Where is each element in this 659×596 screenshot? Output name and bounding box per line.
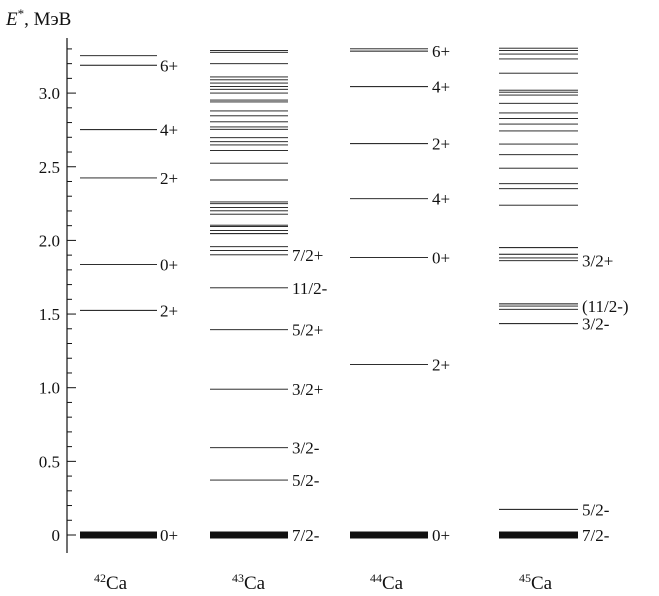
y-tick-label: 0.5	[39, 452, 60, 471]
level-spin-label: 3/2-	[582, 315, 610, 334]
level-spin-label: 11/2-	[292, 279, 328, 298]
isotope-element: Ca	[382, 573, 404, 594]
level-spin-label: 7/2+	[292, 246, 323, 265]
level-spin-label: 7/2-	[292, 526, 320, 545]
level-spin-label: 5/2-	[582, 500, 610, 519]
y-axis-title-symbol: E	[5, 9, 18, 30]
level-spin-label: 5/2-	[292, 471, 320, 490]
isotope-mass-number: 45	[519, 571, 531, 585]
level-spin-label: 2+	[160, 301, 178, 320]
level-labels-group: 0+ 2+ 0+ 2+ 4+ 6+ 7/2- 5/2- 3/2- 3/2+ 5/2+ 11/2- 7/2…	[160, 42, 629, 545]
y-tick-label: 0	[52, 526, 61, 545]
level-spin-label: 2+	[432, 135, 450, 154]
level-spin-label: 5/2+	[292, 321, 323, 340]
y-axis-title-unit: , МэВ	[24, 9, 71, 30]
level-spin-label: 2+	[432, 356, 450, 375]
level-spin-label: 6+	[160, 56, 178, 75]
isotope-element: Ca	[106, 573, 128, 594]
isotope-mass-number: 44	[370, 571, 382, 585]
level-spin-label: 3/2-	[292, 439, 320, 458]
level-spin-label: 0+	[432, 526, 450, 545]
level-spin-label: 0+	[160, 255, 178, 274]
isotope-label: 42Ca	[94, 571, 128, 594]
level-spin-label: (11/2-)	[582, 297, 629, 316]
isotope-element: Ca	[244, 573, 266, 594]
level-spin-label: 4+	[432, 78, 450, 97]
isotope-mass-number: 42	[94, 571, 106, 585]
ground-state-level	[350, 532, 428, 539]
isotope-element: Ca	[531, 573, 553, 594]
level-spin-label: 3/2+	[292, 380, 323, 399]
ground-state-level	[499, 532, 578, 539]
y-tick-label: 3.0	[39, 84, 60, 103]
isotope-label: 44Ca	[370, 571, 404, 594]
level-spin-label: 4+	[160, 121, 178, 140]
isotope-mass-number: 43	[232, 571, 244, 585]
level-spin-label: 0+	[432, 248, 450, 267]
levels-group	[80, 48, 578, 538]
isotope-label: 43Ca	[232, 571, 266, 594]
ground-state-level	[210, 532, 288, 539]
level-spin-label: 7/2-	[582, 526, 610, 545]
level-spin-label: 4+	[432, 190, 450, 209]
isotope-labels-group: 42Ca 43Ca 44Ca 45Ca	[94, 571, 553, 594]
y-tick-label: 1.0	[39, 379, 60, 398]
level-spin-label: 0+	[160, 526, 178, 545]
y-axis-group: 0 0.5 1.0 1.5 2.0 2.5 3.0	[39, 38, 76, 553]
y-tick-label: 2.5	[39, 158, 60, 177]
y-tick-label: 1.5	[39, 305, 60, 324]
level-spin-label: 6+	[432, 42, 450, 61]
level-spin-label: 2+	[160, 169, 178, 188]
y-tick-label: 2.0	[39, 231, 60, 250]
isotope-label: 45Ca	[519, 571, 553, 594]
ground-state-level	[80, 532, 157, 539]
y-axis-title: E*, МэВ	[5, 6, 71, 31]
level-spin-label: 3/2+	[582, 252, 613, 271]
